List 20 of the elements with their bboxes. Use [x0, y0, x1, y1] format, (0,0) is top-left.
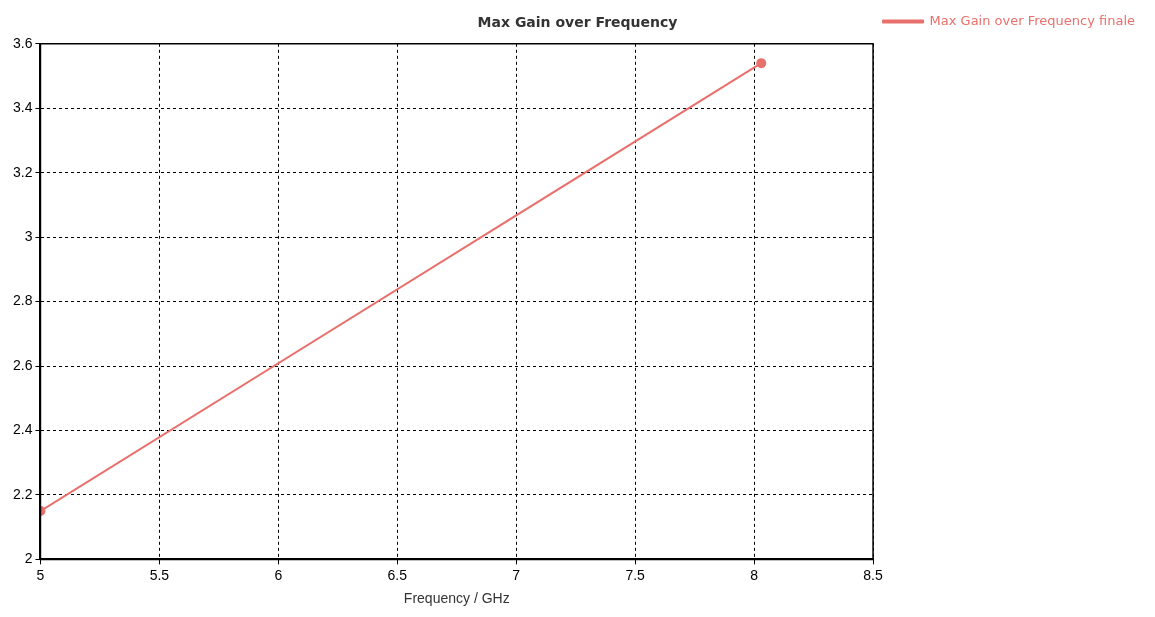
x-tick-label: 7.5: [625, 566, 646, 583]
x-tick-label: 8: [750, 566, 759, 583]
x-tick-label: 5: [36, 566, 45, 583]
y-tick-label: 3.2: [12, 163, 33, 180]
y-tick-label: 3.4: [12, 99, 33, 116]
y-tick-label: 2.2: [12, 485, 33, 502]
y-tick-label: 2: [24, 550, 33, 567]
legend-label: Max Gain over Frequency finale: [929, 12, 1135, 28]
x-tick-label: 7: [512, 566, 521, 583]
y-tick-label: 3: [24, 228, 33, 245]
x-tick-label: 6.5: [387, 566, 408, 583]
x-tick-label: 5.5: [149, 566, 170, 583]
y-tick-label: 2.8: [12, 292, 33, 309]
x-axis-title: Frequency / GHz: [403, 590, 510, 607]
y-tick-label: 3.6: [12, 34, 33, 51]
x-tick-label: 8.5: [863, 566, 883, 583]
y-tick-label: 2.6: [12, 356, 33, 373]
y-tick-label: 2.4: [12, 421, 33, 438]
x-tick-label: 6: [274, 566, 283, 583]
chart-title: Max Gain over Frequency: [477, 14, 678, 31]
